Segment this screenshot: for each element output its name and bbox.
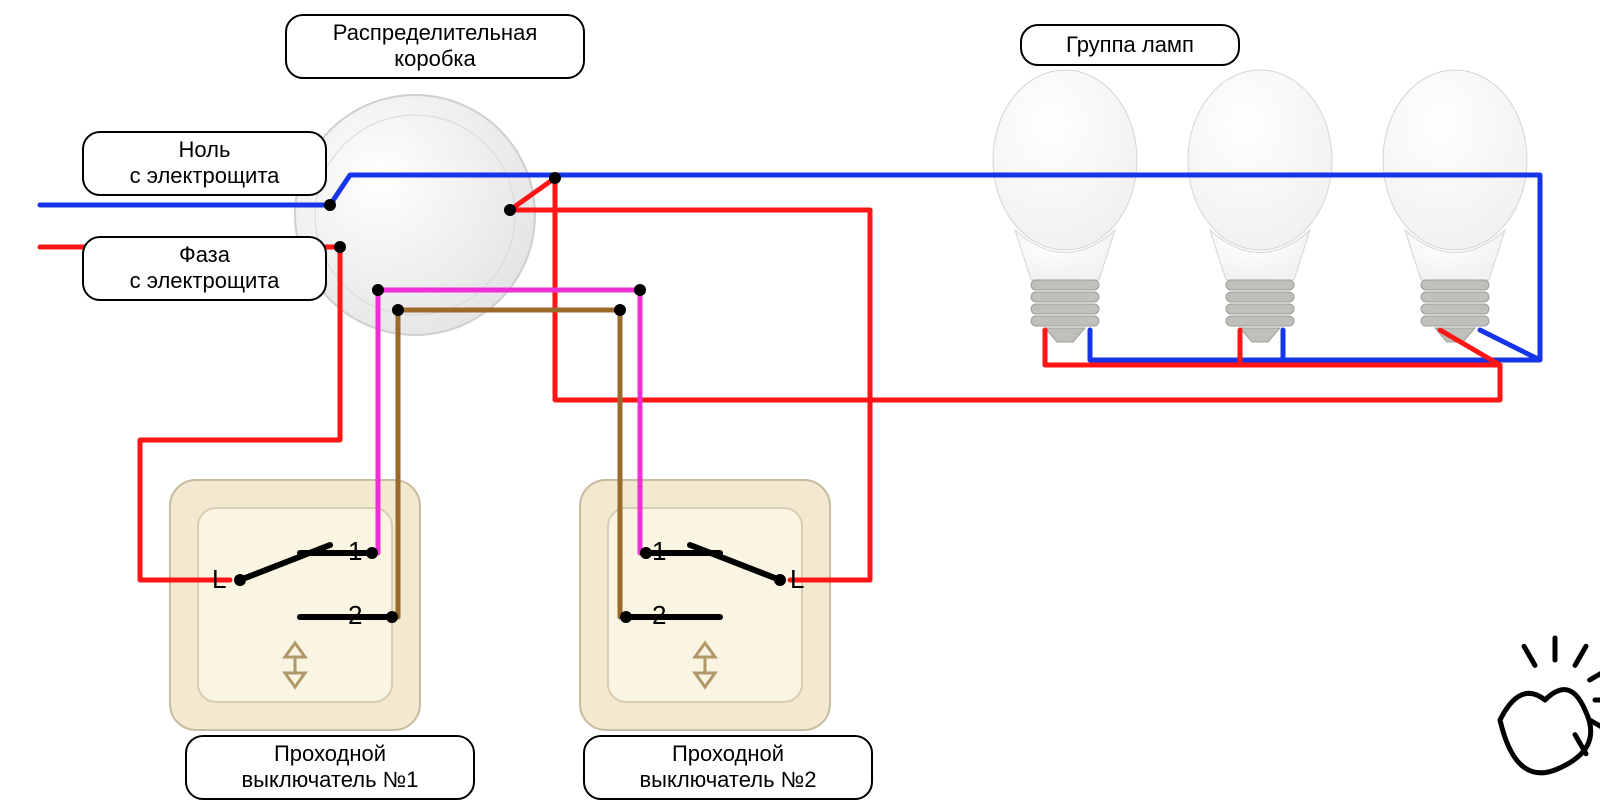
label-neutral-in: Ноль с электрощита bbox=[82, 131, 327, 196]
snap-hand-icon bbox=[1500, 638, 1600, 773]
two-way-switch-1 bbox=[170, 480, 420, 730]
terminal-s2-2: 2 bbox=[652, 600, 666, 631]
light-bulb-2 bbox=[1188, 70, 1332, 342]
connection-node bbox=[366, 547, 378, 559]
connection-node bbox=[634, 284, 646, 296]
light-bulb-3 bbox=[1383, 70, 1527, 342]
label-phase-in: Фаза с электрощита bbox=[82, 236, 327, 301]
label-switch-2: Проходной выключатель №2 bbox=[583, 735, 873, 800]
connection-node bbox=[774, 574, 786, 586]
connection-node bbox=[334, 241, 346, 253]
label-junction-box: Распределительная коробка bbox=[285, 14, 585, 79]
wiring-diagram-svg bbox=[0, 0, 1600, 800]
connection-node bbox=[386, 611, 398, 623]
connection-node bbox=[392, 304, 404, 316]
connection-node bbox=[549, 172, 561, 184]
connection-node bbox=[324, 199, 336, 211]
terminal-s2-L: L bbox=[790, 564, 804, 595]
light-bulb-1 bbox=[993, 70, 1137, 342]
connection-node bbox=[234, 574, 246, 586]
connection-node bbox=[640, 547, 652, 559]
terminal-s1-1: 1 bbox=[348, 536, 362, 567]
terminal-s2-1: 1 bbox=[652, 536, 666, 567]
connection-node bbox=[620, 611, 632, 623]
connection-node bbox=[504, 204, 516, 216]
terminal-s1-L: L bbox=[212, 564, 226, 595]
label-switch-1: Проходной выключатель №1 bbox=[185, 735, 475, 800]
connection-node bbox=[614, 304, 626, 316]
terminal-s1-2: 2 bbox=[348, 600, 362, 631]
junction-box bbox=[295, 95, 535, 335]
label-lamp-group: Группа ламп bbox=[1020, 24, 1240, 66]
connection-node bbox=[372, 284, 384, 296]
